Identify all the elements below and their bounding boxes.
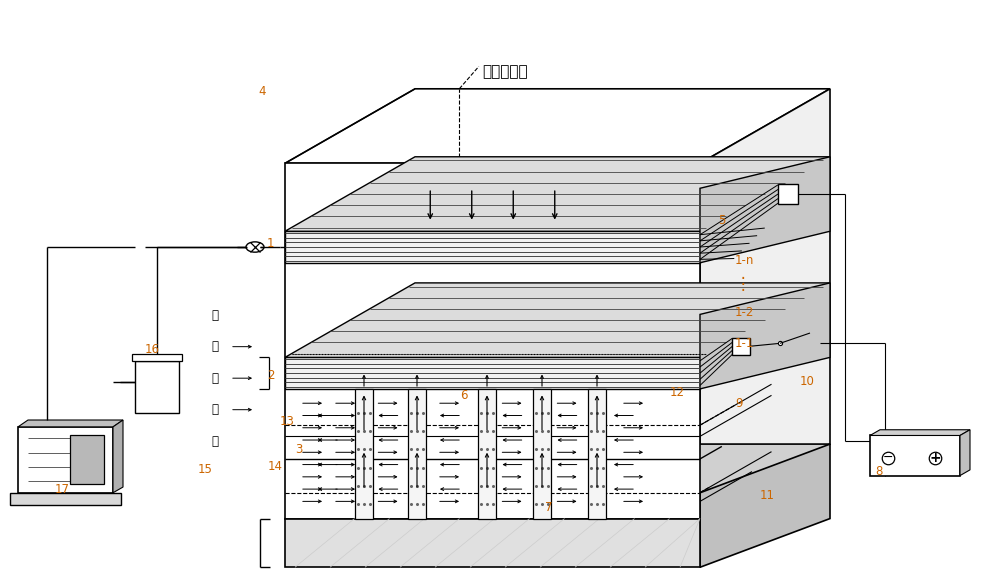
Bar [285, 163, 700, 519]
Text: 13: 13 [280, 415, 295, 427]
Bar [10, 493, 121, 505]
Text: 滲: 滲 [212, 403, 218, 416]
Polygon shape [700, 157, 830, 263]
Text: 1-2: 1-2 [735, 306, 754, 319]
Bar [285, 358, 700, 389]
Text: 11: 11 [760, 489, 775, 502]
Text: 5: 5 [718, 214, 725, 227]
Bar [285, 519, 700, 567]
Text: 2: 2 [267, 369, 274, 382]
Bar [478, 389, 496, 519]
Polygon shape [285, 444, 830, 519]
Text: 不透水基层: 不透水基层 [482, 64, 528, 79]
Bar [408, 389, 426, 519]
Bar [870, 435, 960, 476]
Text: 1-n: 1-n [735, 254, 754, 267]
Text: 1-1: 1-1 [735, 337, 754, 350]
Bar [588, 389, 606, 519]
Text: 9: 9 [735, 398, 742, 410]
Polygon shape [700, 89, 830, 519]
Text: 6: 6 [460, 389, 468, 402]
Bar [18, 427, 113, 493]
Polygon shape [960, 430, 970, 476]
Bar [778, 184, 798, 205]
Bar [732, 337, 750, 355]
Text: ⋮: ⋮ [735, 274, 752, 293]
Bar [135, 361, 179, 413]
Text: 10: 10 [800, 375, 815, 387]
Bar [533, 389, 551, 519]
Bar [70, 435, 104, 484]
Text: 4: 4 [258, 85, 266, 98]
Text: 8: 8 [875, 465, 882, 477]
Text: 3: 3 [295, 444, 302, 456]
Text: 水: 水 [212, 372, 218, 384]
Text: 流: 流 [212, 435, 218, 448]
Polygon shape [285, 157, 830, 231]
Polygon shape [113, 420, 123, 493]
Text: 1: 1 [267, 237, 274, 250]
Text: 12: 12 [670, 386, 685, 399]
Bar [355, 389, 373, 519]
Polygon shape [700, 283, 830, 389]
Polygon shape [18, 420, 123, 427]
Text: 17: 17 [55, 484, 70, 496]
Polygon shape [285, 89, 830, 163]
Text: 隙: 隙 [212, 340, 218, 353]
Text: −: − [883, 451, 893, 464]
Text: 7: 7 [545, 501, 552, 513]
Polygon shape [700, 444, 830, 567]
Text: 14: 14 [268, 461, 283, 473]
Bar [285, 231, 700, 263]
Text: +: + [929, 450, 941, 465]
Text: 孔: 孔 [212, 309, 218, 321]
Text: 15: 15 [198, 464, 213, 476]
Bar [132, 354, 182, 361]
Polygon shape [285, 283, 830, 358]
Text: 16: 16 [145, 343, 160, 356]
Polygon shape [870, 430, 970, 435]
